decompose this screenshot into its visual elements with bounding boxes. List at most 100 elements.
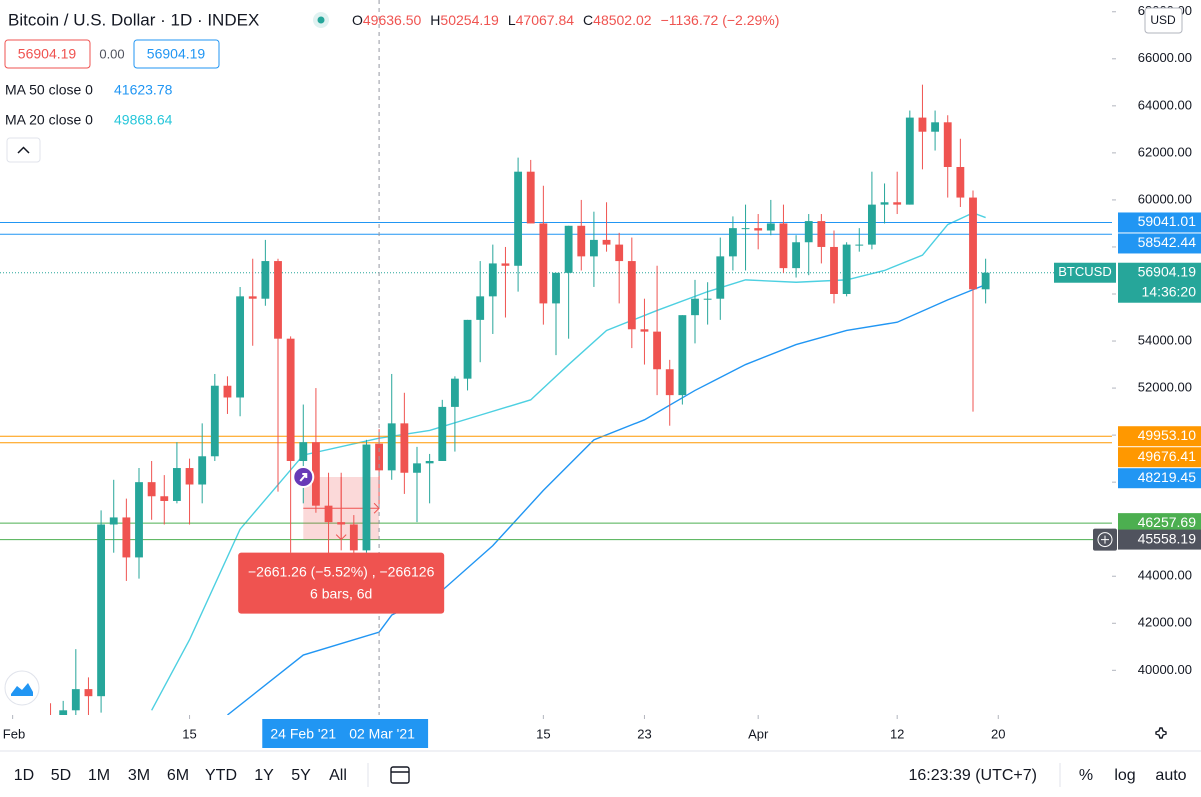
- candle-body: [792, 242, 801, 269]
- candle-body: [109, 517, 118, 525]
- logo-button[interactable]: [4, 670, 40, 706]
- x-tick-label: 20: [991, 726, 1005, 741]
- moving-average: [227, 283, 986, 715]
- y-tick-label: 52000.00: [1138, 380, 1192, 395]
- chevron-icon: [17, 146, 30, 154]
- candle-body: [311, 442, 320, 506]
- candle-body: [678, 315, 687, 396]
- chart-title: Bitcoin / U.S. Dollar · 1D · INDEX: [8, 10, 259, 29]
- indicator-value: 41623.78: [114, 82, 173, 98]
- price-label-box: [1118, 212, 1201, 233]
- candle-body: [918, 117, 927, 132]
- y-tick-label: 62000.00: [1138, 144, 1192, 159]
- candle-body: [299, 442, 308, 461]
- ohlc-value: 50254.19: [440, 12, 499, 28]
- overlay: Bitcoin / U.S. Dollar · 1D · INDEX O4963…: [4, 10, 779, 706]
- buy-box[interactable]: [133, 39, 220, 69]
- sell-box[interactable]: [4, 39, 91, 69]
- ohlc-key: H: [430, 12, 440, 28]
- candle-body: [210, 385, 219, 457]
- candle-body: [830, 246, 838, 294]
- ohlc-value: 49636.50: [363, 12, 422, 28]
- candle-body: [766, 223, 775, 231]
- candle-body: [488, 263, 497, 297]
- collapse-button[interactable]: [6, 137, 41, 163]
- candle-body: [413, 463, 421, 473]
- indicator-name[interactable]: MA 50 close 0: [5, 82, 93, 98]
- currency[interactable]: USD: [1150, 13, 1176, 27]
- range-button[interactable]: 6M: [167, 767, 189, 784]
- candle-body: [122, 517, 131, 558]
- price-label: 49676.41: [1138, 448, 1197, 464]
- logo-icon: [11, 683, 33, 696]
- range-button[interactable]: YTD: [205, 767, 237, 784]
- price-label-box: [1118, 426, 1201, 447]
- y-tick-label: 44000.00: [1138, 568, 1192, 583]
- last-price-box: [1118, 262, 1201, 303]
- range-button[interactable]: 1Y: [254, 767, 274, 784]
- range-button[interactable]: 1M: [88, 767, 110, 784]
- candle-body: [943, 122, 952, 167]
- candle-body: [198, 456, 207, 485]
- candle-body: [286, 338, 295, 461]
- candle-body: [387, 423, 396, 471]
- x-tick-label: 15: [536, 726, 550, 741]
- range-button[interactable]: 5D: [51, 767, 71, 784]
- sell-price[interactable]: 56904.19: [18, 46, 77, 62]
- settings-icon[interactable]: [1155, 727, 1167, 739]
- ohlc-key: C: [583, 12, 593, 28]
- candle-body: [867, 204, 876, 245]
- price-label-box: [1118, 529, 1201, 550]
- candle-body: [855, 244, 864, 246]
- candle-body: [564, 225, 573, 273]
- countdown: 14:36:20: [1142, 283, 1197, 299]
- candle-body: [172, 468, 181, 501]
- candle-body: [602, 239, 611, 245]
- candle-body: [703, 298, 712, 300]
- range-button[interactable]: 3M: [128, 767, 150, 784]
- price-label: 46257.69: [1138, 514, 1197, 530]
- currency-box[interactable]: [1144, 7, 1183, 34]
- candle-body: [236, 296, 245, 398]
- time-range-end: 02 Mar '21: [349, 726, 415, 742]
- measure-change: −2661.26 (−5.52%) , −266126: [248, 563, 435, 579]
- candle-body: [627, 261, 636, 330]
- scale-option[interactable]: %: [1079, 767, 1093, 784]
- scale-option[interactable]: log: [1114, 767, 1135, 784]
- spread: 0.00: [99, 46, 124, 61]
- ohlc-value: 47067.84: [516, 12, 575, 28]
- candle-body: [691, 298, 699, 316]
- candle-body: [274, 261, 282, 339]
- x-tick-label: 12: [890, 726, 904, 741]
- x-tick-label: 15: [182, 726, 196, 741]
- candle-body: [362, 444, 371, 551]
- symbol-label: BTCUSD: [1058, 264, 1111, 279]
- candle-body: [438, 406, 447, 461]
- y-tick-label: 66000.00: [1138, 50, 1192, 65]
- candle-body: [981, 272, 990, 290]
- candle-body: [842, 244, 851, 294]
- price-label: 49953.10: [1138, 427, 1197, 443]
- ohlc-legend: O49636.50 H50254.19 L47067.84 C48502.02 −113…: [352, 12, 779, 28]
- candle-body: [324, 505, 333, 523]
- range-button[interactable]: All: [329, 767, 347, 784]
- range-button[interactable]: 5Y: [291, 767, 311, 784]
- indicator-name[interactable]: MA 20 close 0: [5, 112, 93, 128]
- calendar-icon[interactable]: [390, 766, 410, 784]
- range-button[interactable]: 1D: [14, 767, 34, 784]
- candle-body: [476, 296, 485, 320]
- candle-body: [84, 689, 93, 697]
- scale-option[interactable]: auto: [1155, 767, 1186, 784]
- candle-body: [716, 256, 725, 299]
- candle-body: [526, 171, 535, 224]
- buy-price[interactable]: 56904.19: [147, 46, 206, 62]
- add-icon: [1097, 532, 1113, 548]
- candle-body: [539, 223, 548, 304]
- candle-body: [741, 228, 750, 230]
- candle-body: [59, 710, 68, 715]
- candle-body: [261, 261, 270, 299]
- time-range-start: 24 Feb '21: [270, 726, 336, 742]
- clock[interactable]: 16:23:39 (UTC+7): [908, 767, 1037, 784]
- candle-body: [514, 171, 523, 266]
- candle-body: [640, 329, 649, 332]
